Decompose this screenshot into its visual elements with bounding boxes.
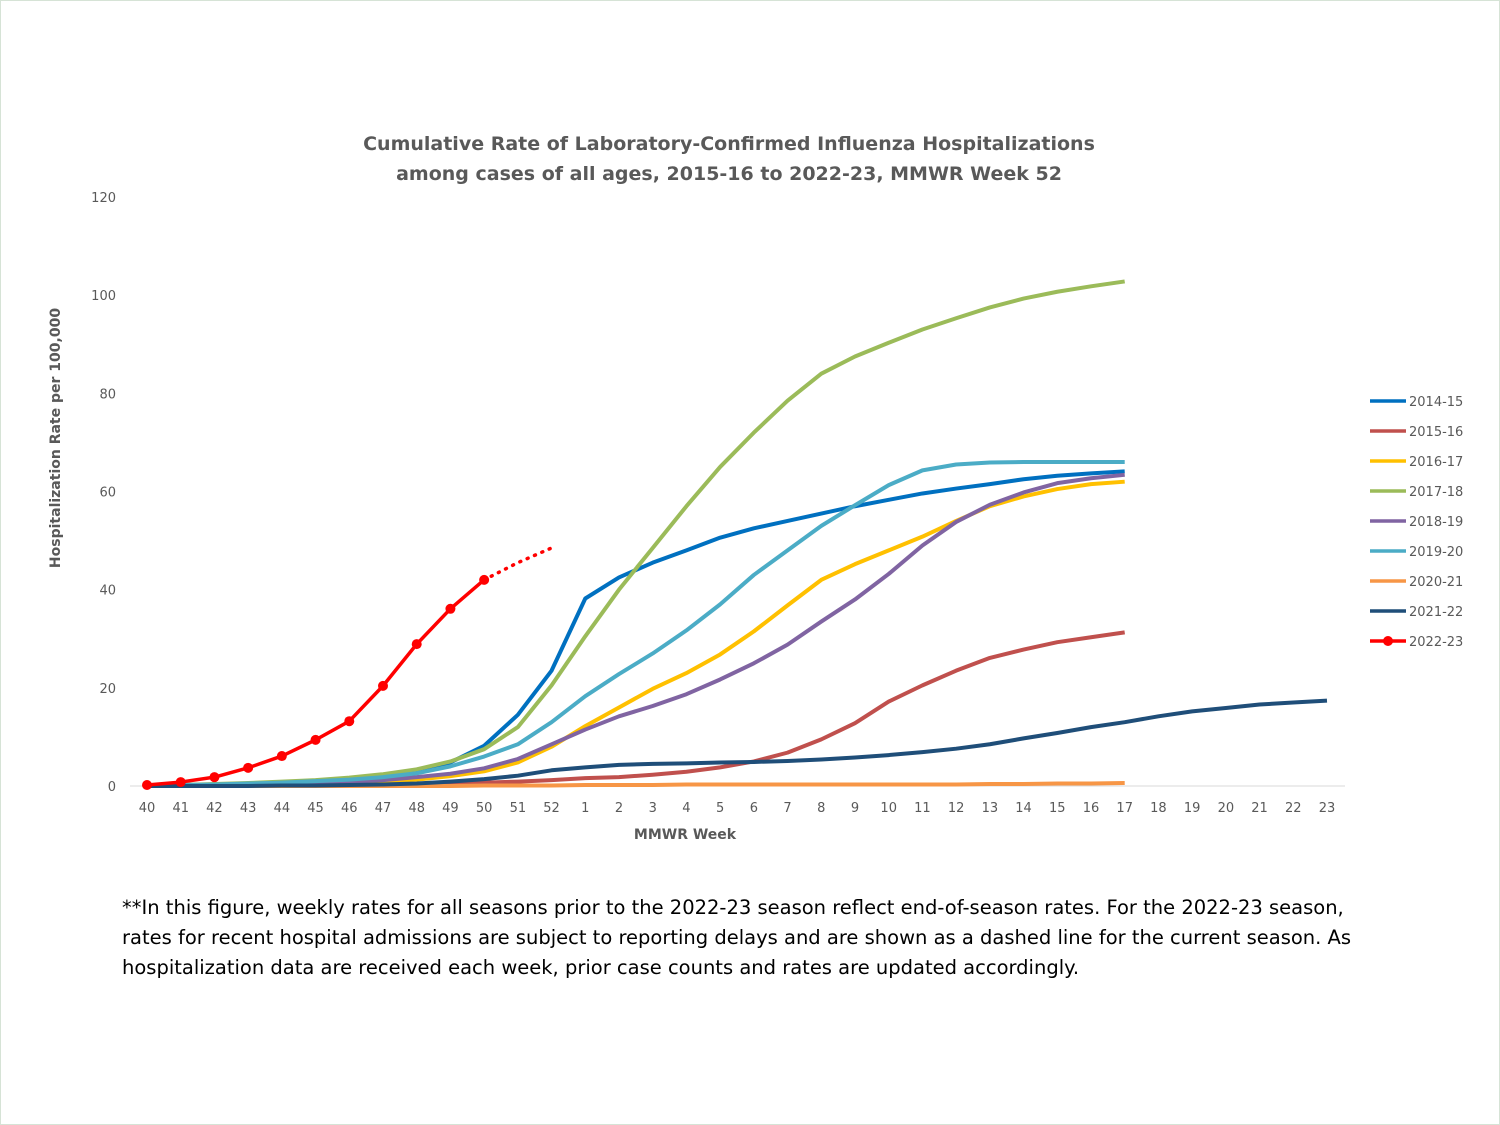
chart-title-line-2: among cases of all ages, 2015-16 to 2022…: [396, 163, 1062, 185]
series-line-2016-17: [146, 479, 1125, 788]
legend-label: 2016-17: [1409, 455, 1463, 470]
x-tick-labels: 40 41 42 43 44 45 46 47 48 49 50 51 52 1 2 3 4 5 6 7 8 9 10 11 1…: [139, 801, 1336, 816]
x-tick-label: 10: [880, 801, 897, 816]
x-tick-label: 19: [1184, 801, 1201, 816]
legend-marker: [1383, 636, 1393, 646]
y-tick-label: 100: [91, 289, 116, 304]
data-point-2022-23: [142, 780, 152, 791]
y-tick-label: 20: [99, 682, 116, 697]
legend-label: 2020-21: [1409, 575, 1463, 590]
x-tick-label: 18: [1150, 801, 1167, 816]
x-tick-label: 4: [682, 801, 690, 816]
data-point-2022-23: [344, 716, 355, 727]
x-tick-label: 7: [783, 801, 791, 816]
legend-label: 2015-16: [1409, 425, 1463, 440]
x-tick-label: 14: [1015, 801, 1032, 816]
legend-label: 2017-18: [1409, 485, 1463, 500]
series-line-2019-20: [146, 460, 1125, 788]
x-tick-label: 40: [139, 801, 156, 816]
x-tick-label: 50: [476, 801, 493, 816]
x-tick-label: 44: [274, 801, 291, 816]
data-point-2022-23: [377, 680, 388, 691]
legend-label: 2021-22: [1409, 605, 1463, 620]
x-tick-label: 49: [442, 801, 459, 816]
data-point-2022-23: [243, 762, 254, 773]
series-line-2018-19: [146, 472, 1125, 788]
data-point-2022-23: [445, 603, 456, 614]
series-lines: [142, 279, 1328, 791]
x-tick-label: 12: [948, 801, 965, 816]
footnote-line: rates for recent hospital admissions are…: [122, 926, 1352, 949]
data-point-2022-23: [209, 772, 220, 783]
x-tick-label: 1: [581, 801, 589, 816]
data-point-2022-23: [479, 574, 490, 585]
series-line-2021-22: [147, 698, 1328, 788]
x-tick-label: 6: [750, 801, 758, 816]
data-point-2022-23: [276, 751, 287, 762]
series-provisional-line-2022-23: [482, 546, 554, 582]
x-tick-label: 21: [1251, 801, 1268, 816]
x-tick-label: 42: [206, 801, 223, 816]
y-tick-label: 120: [91, 191, 116, 206]
x-tick-label: 48: [408, 801, 425, 816]
x-tick-label: 41: [172, 801, 189, 816]
x-tick-label: 9: [851, 801, 859, 816]
y-tick-label: 60: [99, 486, 116, 501]
footnote: **In this figure, weekly rates for all s…: [122, 893, 1422, 983]
legend-label: 2019-20: [1409, 545, 1463, 560]
x-tick-label: 46: [341, 801, 358, 816]
x-tick-label: 17: [1116, 801, 1133, 816]
x-tick-label: 5: [716, 801, 724, 816]
x-tick-label: 16: [1083, 801, 1100, 816]
y-axis-label: Hospitalization Rate per 100,000: [48, 308, 64, 568]
x-tick-label: 2: [615, 801, 623, 816]
y-tick-labels: 0 20 40 60 80 100 120: [91, 191, 116, 795]
y-tick-label: 40: [99, 584, 116, 599]
x-tick-label: 52: [543, 801, 560, 816]
legend-label: 2022-23: [1409, 635, 1463, 650]
legend-label: 2014-15: [1409, 395, 1463, 410]
footnote-line: **In this figure, weekly rates for all s…: [122, 896, 1344, 919]
x-tick-label: 43: [240, 801, 257, 816]
x-tick-label: 47: [375, 801, 392, 816]
data-point-2022-23: [411, 639, 422, 650]
data-point-2022-23: [310, 734, 321, 745]
y-tick-label: 0: [108, 780, 116, 795]
series-line-2022-23: [146, 578, 486, 787]
x-tick-label: 23: [1319, 801, 1336, 816]
x-tick-label: 3: [649, 801, 657, 816]
x-tick-label: 15: [1049, 801, 1066, 816]
x-tick-label: 51: [510, 801, 527, 816]
data-point-2022-23: [175, 777, 186, 788]
x-axis-label: MMWR Week: [634, 827, 737, 843]
x-tick-label: 45: [307, 801, 324, 816]
x-tick-label: 22: [1285, 801, 1302, 816]
y-tick-label: 80: [99, 387, 116, 402]
series-line-2014-15: [146, 469, 1125, 788]
footnote-line: hospitalization data are received each w…: [122, 956, 1080, 979]
legend: 2014-15 2015-16 2016-17 2017-18 2018-19 2019-…: [1370, 395, 1463, 650]
legend-label: 2018-19: [1409, 515, 1463, 530]
x-tick-label: 11: [914, 801, 931, 816]
x-tick-label: 20: [1218, 801, 1235, 816]
x-tick-label: 8: [817, 801, 825, 816]
x-tick-label: 13: [982, 801, 999, 816]
chart-title-line-1: Cumulative Rate of Laboratory-Confirmed …: [363, 133, 1095, 155]
